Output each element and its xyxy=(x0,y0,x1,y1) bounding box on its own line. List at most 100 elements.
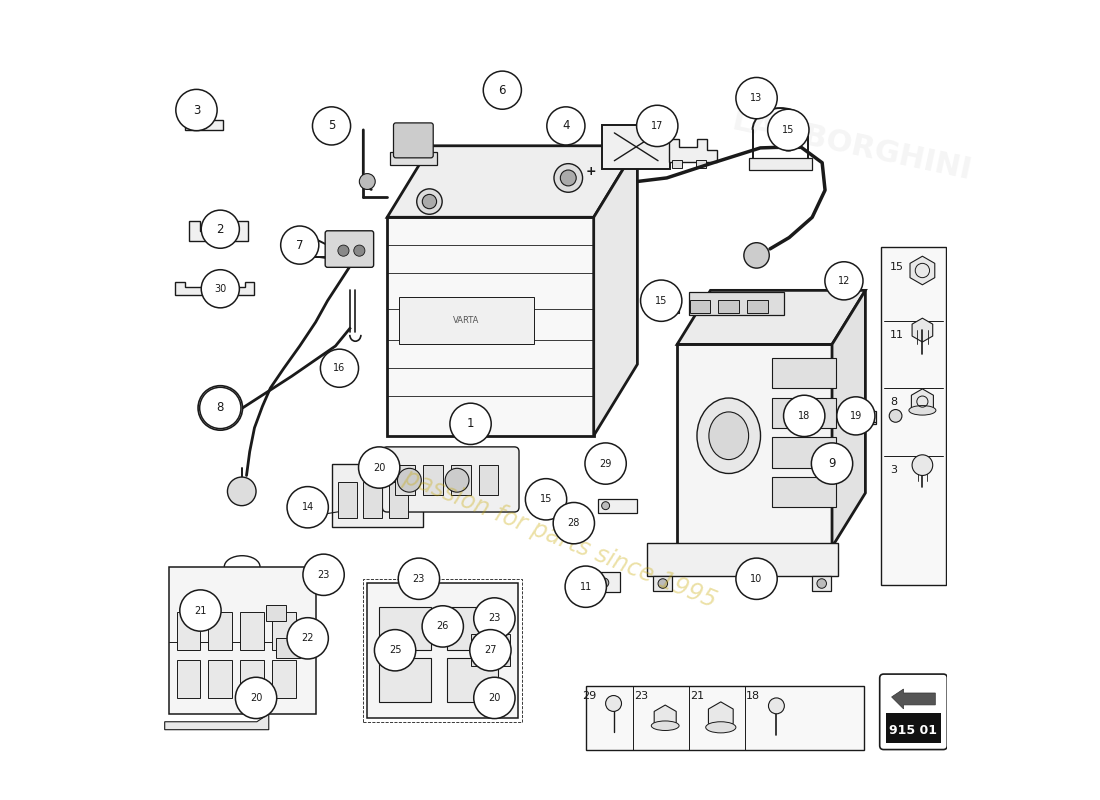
Polygon shape xyxy=(594,146,637,436)
Text: 8: 8 xyxy=(217,402,224,414)
Text: 15: 15 xyxy=(890,262,904,272)
Bar xyxy=(367,582,518,718)
Circle shape xyxy=(554,164,583,192)
Polygon shape xyxy=(812,576,832,590)
Text: 17: 17 xyxy=(651,121,663,131)
FancyBboxPatch shape xyxy=(326,230,374,267)
Circle shape xyxy=(553,502,594,544)
Circle shape xyxy=(812,443,852,484)
Text: 4: 4 xyxy=(562,119,570,133)
Polygon shape xyxy=(708,702,734,730)
Text: 29: 29 xyxy=(600,458,612,469)
Bar xyxy=(276,638,300,658)
Text: VARTA: VARTA xyxy=(453,316,480,325)
Circle shape xyxy=(422,194,437,209)
Bar xyxy=(240,612,264,650)
Circle shape xyxy=(312,107,351,145)
Text: 21: 21 xyxy=(195,606,207,615)
Text: 3: 3 xyxy=(192,103,200,117)
Text: 1: 1 xyxy=(466,418,474,430)
Text: 20: 20 xyxy=(250,693,262,703)
Ellipse shape xyxy=(706,722,736,733)
Polygon shape xyxy=(185,110,222,130)
Polygon shape xyxy=(653,576,672,590)
Circle shape xyxy=(744,242,769,268)
Polygon shape xyxy=(331,463,422,527)
Text: 30: 30 xyxy=(214,284,227,294)
Circle shape xyxy=(825,262,864,300)
Bar xyxy=(718,300,739,313)
Circle shape xyxy=(228,477,256,506)
Bar xyxy=(881,246,946,585)
Bar xyxy=(208,612,232,650)
Ellipse shape xyxy=(909,406,936,415)
Bar xyxy=(363,482,383,518)
Circle shape xyxy=(736,558,778,599)
Circle shape xyxy=(483,71,521,110)
Circle shape xyxy=(398,558,440,599)
Bar xyxy=(689,293,784,314)
Circle shape xyxy=(320,349,359,387)
Circle shape xyxy=(606,695,621,711)
Text: 7: 7 xyxy=(296,238,304,251)
Circle shape xyxy=(179,590,221,631)
Text: 25: 25 xyxy=(388,646,401,655)
Text: 16: 16 xyxy=(333,363,345,374)
Text: 915 01: 915 01 xyxy=(890,724,937,738)
Text: 29: 29 xyxy=(583,690,597,701)
Bar xyxy=(690,300,711,313)
Circle shape xyxy=(198,386,243,430)
Bar xyxy=(528,491,557,507)
FancyBboxPatch shape xyxy=(394,123,433,158)
Circle shape xyxy=(470,630,512,671)
Circle shape xyxy=(565,566,606,607)
Polygon shape xyxy=(912,318,933,342)
Circle shape xyxy=(287,618,329,659)
Bar xyxy=(749,158,812,170)
Bar xyxy=(471,634,486,666)
Circle shape xyxy=(474,598,515,639)
Bar xyxy=(389,152,437,165)
Circle shape xyxy=(536,494,549,507)
Circle shape xyxy=(417,189,442,214)
Circle shape xyxy=(354,245,365,256)
Bar xyxy=(379,606,431,650)
Bar xyxy=(399,297,535,344)
Text: 15: 15 xyxy=(782,125,794,135)
Text: 6: 6 xyxy=(498,84,506,97)
Polygon shape xyxy=(603,125,670,169)
Circle shape xyxy=(176,90,217,130)
Polygon shape xyxy=(654,705,676,730)
Text: 23: 23 xyxy=(318,570,330,580)
Circle shape xyxy=(235,678,277,718)
Bar xyxy=(478,465,498,495)
Circle shape xyxy=(783,395,825,437)
Text: 3: 3 xyxy=(890,465,896,475)
Circle shape xyxy=(600,578,608,587)
Bar xyxy=(338,482,358,518)
Circle shape xyxy=(602,502,609,510)
Bar xyxy=(177,612,200,650)
Polygon shape xyxy=(387,218,594,436)
Text: 20: 20 xyxy=(488,693,501,703)
Text: 10: 10 xyxy=(750,574,762,584)
Circle shape xyxy=(200,387,241,429)
Circle shape xyxy=(280,226,319,264)
Circle shape xyxy=(658,578,668,588)
Circle shape xyxy=(837,397,874,435)
Text: 26: 26 xyxy=(437,622,449,631)
Text: 27: 27 xyxy=(484,646,497,655)
Text: 5: 5 xyxy=(328,119,336,133)
Polygon shape xyxy=(678,290,866,344)
Circle shape xyxy=(585,443,626,484)
Bar xyxy=(379,658,431,702)
Text: 15: 15 xyxy=(654,296,668,306)
Circle shape xyxy=(817,578,826,588)
Circle shape xyxy=(287,486,329,528)
Bar xyxy=(777,135,801,148)
Polygon shape xyxy=(910,256,935,285)
Circle shape xyxy=(359,447,400,488)
Text: +: + xyxy=(585,165,596,178)
Polygon shape xyxy=(175,282,254,295)
Text: 28: 28 xyxy=(568,518,580,528)
